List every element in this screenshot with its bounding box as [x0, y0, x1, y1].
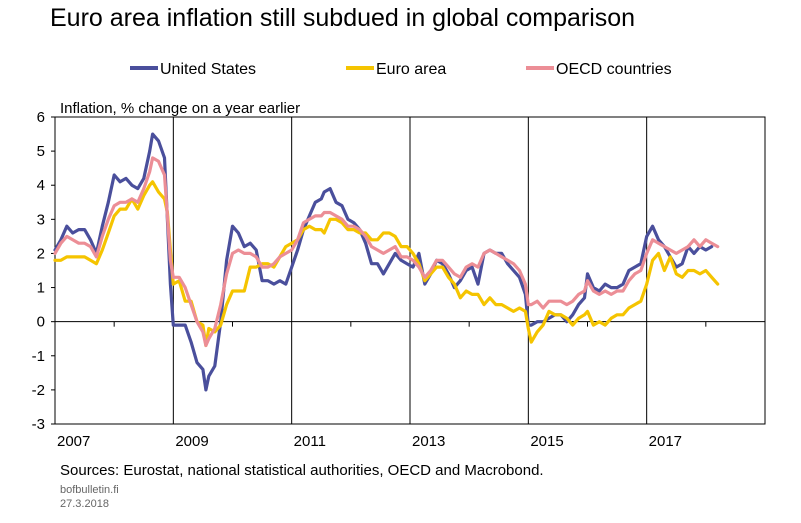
sources-note: Sources: Eurostat, national statistical …: [60, 462, 544, 479]
y-axis-label: Inflation, % change on a year earlier: [60, 100, 301, 117]
y-tick-label: 4: [37, 177, 45, 194]
y-tick-label: -1: [32, 348, 45, 365]
legend-label-euro-area: Euro area: [376, 61, 447, 78]
legend-swatch-euro-area: [346, 65, 374, 70]
y-tick-label: 6: [37, 109, 45, 126]
x-tick-label: 2015: [530, 433, 563, 450]
x-tick-label: 2017: [649, 433, 682, 450]
legend-swatch-united-states: [130, 65, 158, 70]
legend-label-oecd-countries: OECD countries: [556, 61, 672, 78]
x-tick-label: 2011: [294, 433, 326, 450]
legend-swatch-oecd-countries: [526, 65, 554, 70]
y-tick-label: 3: [37, 211, 45, 228]
y-tick-label: -3: [32, 416, 45, 433]
chart-title: Euro area inflation still subdued in glo…: [50, 4, 636, 32]
y-tick-label: 0: [37, 314, 45, 331]
x-tick-label: 2009: [175, 433, 208, 450]
legend-item-euro-area: Euro area: [346, 61, 446, 79]
y-tick-label: -2: [32, 382, 45, 399]
series-line-united-states: [53, 132, 714, 392]
y-tick-label: 5: [37, 143, 45, 160]
series-line-oecd-countries: [53, 156, 720, 348]
legend-item-united-states: United States: [130, 61, 256, 79]
series-line-euro-area: [53, 180, 720, 348]
legend-item-oecd-countries: OECD countries: [526, 61, 672, 79]
legend-label-united-states: United States: [160, 61, 257, 78]
site-label: bofbulletin.fi: [60, 484, 119, 496]
y-tick-label: 2: [37, 245, 45, 262]
y-tick-label: 1: [37, 280, 45, 297]
date-label: 27.3.2018: [60, 498, 109, 510]
x-tick-label: 2013: [412, 433, 445, 450]
x-tick-label: 2007: [57, 433, 90, 450]
